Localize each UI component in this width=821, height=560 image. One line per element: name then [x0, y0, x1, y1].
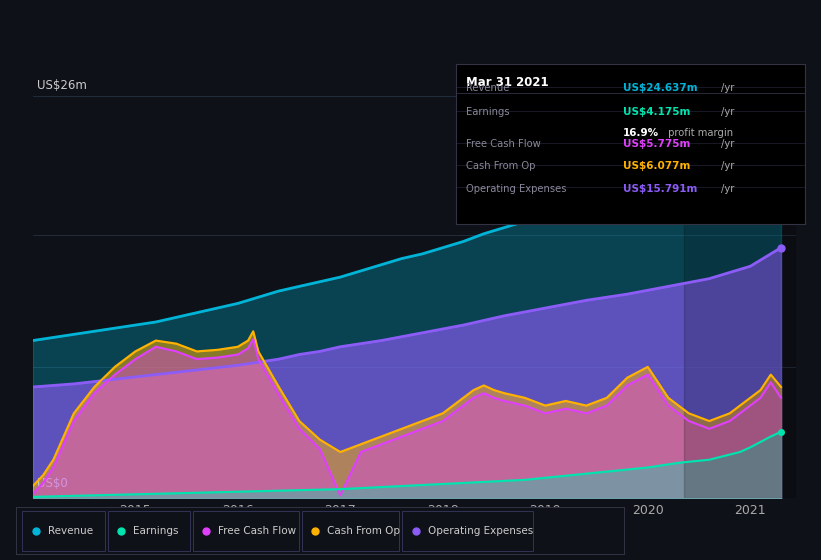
Text: US$26m: US$26m: [37, 79, 86, 92]
Text: Operating Expenses: Operating Expenses: [466, 184, 566, 194]
Text: Mar 31 2021: Mar 31 2021: [466, 76, 548, 88]
Text: /yr: /yr: [721, 161, 734, 171]
Text: US$4.175m: US$4.175m: [623, 107, 690, 117]
Text: Revenue: Revenue: [48, 526, 93, 535]
Text: US$6.077m: US$6.077m: [623, 161, 690, 171]
Text: Revenue: Revenue: [466, 83, 510, 93]
Text: /yr: /yr: [721, 184, 734, 194]
Text: US$5.775m: US$5.775m: [623, 139, 690, 149]
Text: /yr: /yr: [721, 107, 734, 117]
Text: /yr: /yr: [721, 139, 734, 149]
Text: Cash From Op: Cash From Op: [328, 526, 401, 535]
Bar: [684, 73, 796, 498]
Text: US$0: US$0: [37, 477, 67, 490]
Text: US$15.791m: US$15.791m: [623, 184, 698, 194]
Text: Cash From Op: Cash From Op: [466, 161, 535, 171]
Text: profit margin: profit margin: [665, 128, 733, 138]
Text: Free Cash Flow: Free Cash Flow: [218, 526, 296, 535]
Text: Earnings: Earnings: [466, 107, 510, 117]
Text: US$24.637m: US$24.637m: [623, 83, 698, 93]
Text: Operating Expenses: Operating Expenses: [428, 526, 533, 535]
Text: /yr: /yr: [721, 83, 734, 93]
Text: Free Cash Flow: Free Cash Flow: [466, 139, 541, 149]
Text: 16.9%: 16.9%: [623, 128, 659, 138]
Text: Earnings: Earnings: [133, 526, 179, 535]
